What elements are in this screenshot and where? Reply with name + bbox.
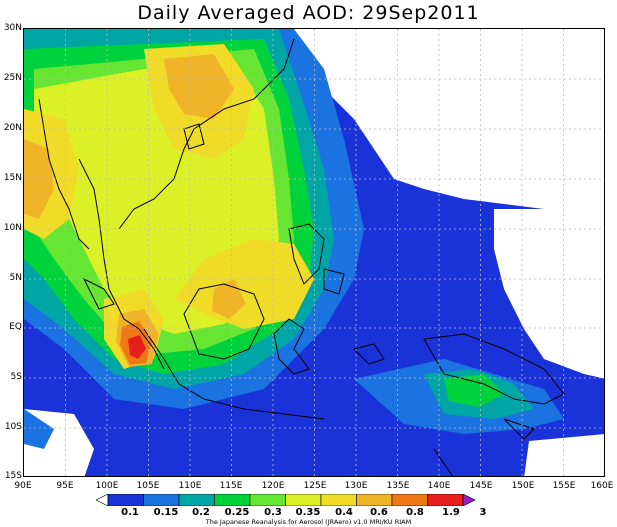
lon-label-160e: 160E [590,481,614,491]
lat-label-10n: 10N [3,223,22,233]
colorbar-swatch [214,494,251,506]
credit-text: The Japanese Reanalysis for Aerosol (JRA… [205,518,412,526]
colorbar-swatch [143,494,180,506]
colorbar-swatch [107,494,144,506]
colorbar-label: 0.15 [153,507,179,518]
lat-label-30n: 30N [3,23,22,33]
lat-label-20n: 20N [3,123,22,133]
colorbar-label: 0.3 [264,507,282,518]
colorbar-label: 0.2 [192,507,210,518]
colorbar-label: 0.4 [335,507,353,518]
lat-label-25n: 25N [3,73,22,83]
lon-label-130e: 130E [344,481,368,491]
lat-label-10s: 10S [4,422,22,432]
colorbar-swatch [391,494,428,506]
lon-label-90e: 90E [14,481,32,491]
lon-label-115e: 115E [219,481,243,491]
lat-lon-grid [24,29,604,476]
lon-label-110e: 110E [178,481,202,491]
lat-label-5s: 5S [10,372,22,382]
colorbar-swatch [285,494,322,506]
colorbar-swatch [96,494,109,506]
lon-label-140e: 140E [427,481,451,491]
colorbar-label: 1.9 [442,507,460,518]
colorbar-swatch [249,494,286,506]
lon-label-150e: 150E [511,481,535,491]
lon-label-95e: 95E [56,481,74,491]
colorbar [96,494,476,506]
colorbar-swatch [178,494,215,506]
colorbar-label: 0.35 [295,507,321,518]
colorbar-swatch [427,494,464,506]
aod-map [23,28,605,477]
lon-label-125e: 125E [303,481,327,491]
colorbar-label: 0.25 [224,507,250,518]
lon-label-120e: 120E [261,481,285,491]
colorbar-swatch [356,494,393,506]
colorbar-label: 0.8 [406,507,424,518]
colorbar-label: 0.1 [121,507,139,518]
lon-label-105e: 105E [136,481,160,491]
aod-field [24,29,604,476]
colorbar-swatch [462,494,476,506]
lon-label-145e: 145E [469,481,493,491]
lon-label-155e: 155E [552,481,576,491]
lon-label-135e: 135E [386,481,410,491]
colorbar-label: 3 [479,507,487,518]
lon-label-100e: 100E [95,481,119,491]
lat-label-5n: 5N [9,273,22,283]
lat-label-eq: EQ [9,322,22,332]
lat-label-15s: 15S [4,471,22,481]
aod-high-regions [120,321,152,365]
lat-label-15n: 15N [3,173,22,183]
colorbar-label: 0.6 [370,507,388,518]
colorbar-swatch [320,494,357,506]
map-title: Daily Averaged AOD: 29Sep2011 [137,2,480,24]
